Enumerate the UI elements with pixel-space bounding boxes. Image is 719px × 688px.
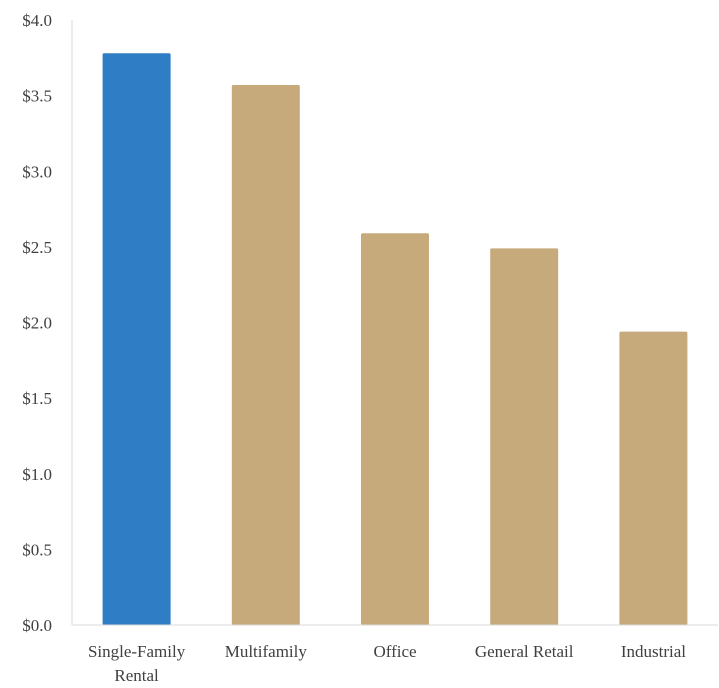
- x-tick-label-line: General Retail: [475, 642, 574, 661]
- x-tick-label: General Retail: [475, 642, 574, 661]
- x-tick-label-line: Single-Family: [88, 642, 186, 661]
- bar: [103, 53, 171, 625]
- x-tick-label: Multifamily: [225, 642, 308, 661]
- bar: [490, 248, 558, 625]
- x-tick-label-line: Rental: [114, 666, 159, 685]
- y-tick-label: $2.0: [22, 314, 52, 333]
- x-tick-label-line: Office: [373, 642, 416, 661]
- x-tick-label: Single-Family Rental: [88, 642, 186, 685]
- y-tick-label: $4.0: [22, 11, 52, 30]
- x-tick-label-line: Multifamily: [225, 642, 308, 661]
- y-tick-label: $0.5: [22, 540, 52, 559]
- y-tick-label: $3.5: [22, 87, 52, 106]
- x-tick-label: Industrial: [621, 642, 686, 661]
- y-tick-label: $0.0: [22, 616, 52, 635]
- x-axis-labels: Single-Family Rental Multifamily Office Gene…: [88, 642, 686, 685]
- x-tick-label: Office: [373, 642, 416, 661]
- x-tick-label-line: Industrial: [621, 642, 686, 661]
- bar: [619, 332, 687, 625]
- bar: [232, 85, 300, 625]
- y-tick-label: $1.5: [22, 389, 52, 408]
- y-axis-ticks: $0.0 $0.5 $1.0 $1.5 $2.0 $2.5 $3.0 $3.5 $4.0: [22, 11, 52, 635]
- bar: [361, 233, 429, 625]
- bars: [103, 53, 688, 625]
- y-tick-label: $3.0: [22, 162, 52, 181]
- y-tick-label: $1.0: [22, 465, 52, 484]
- y-tick-label: $2.5: [22, 238, 52, 257]
